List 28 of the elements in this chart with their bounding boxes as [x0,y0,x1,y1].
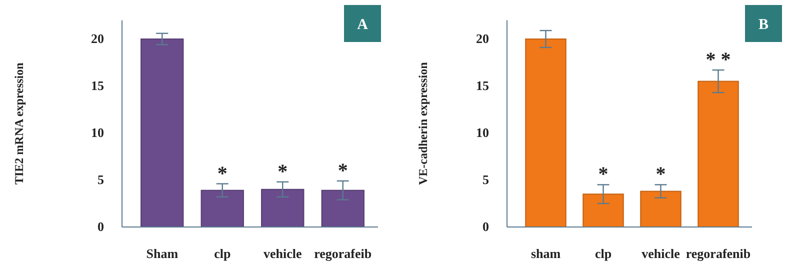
y-tick-label: 5 [482,172,490,188]
y-tick-label: 10 [91,125,104,140]
annotation: * * [706,49,731,72]
y-axis-title: VE-cadherin expression [416,62,430,185]
annotation: * [278,160,288,183]
y-tick-label: 0 [98,219,104,234]
x-tick-label: Sham [146,246,178,262]
text: B [758,17,769,33]
x-tick-label: vehicle [263,246,302,262]
x-tick-label: clp [214,246,231,262]
annotation: * [338,160,348,182]
y-tick-label: 15 [476,78,490,94]
x-tick-label: regorafenib [686,246,751,262]
y-axis-title: TIE2 mRNA expression [12,62,26,184]
y-tick-label: 20 [91,31,104,46]
annotation: * [217,162,228,185]
annotation: * [598,164,608,186]
annotation: * [656,164,666,186]
x-tick-label: clp [594,246,612,262]
annotation: A [357,17,368,33]
x-tick-label: regorafeib [314,246,372,262]
y-tick-label: 5 [98,172,104,188]
y-tick-label: 0 [482,219,489,234]
y-tick-label: 10 [476,125,489,140]
y-tick-label: 20 [476,31,489,46]
y-tick-label: 15 [91,78,104,94]
x-tick-label: sham [530,246,561,262]
x-tick-label: vehicle [642,246,680,262]
